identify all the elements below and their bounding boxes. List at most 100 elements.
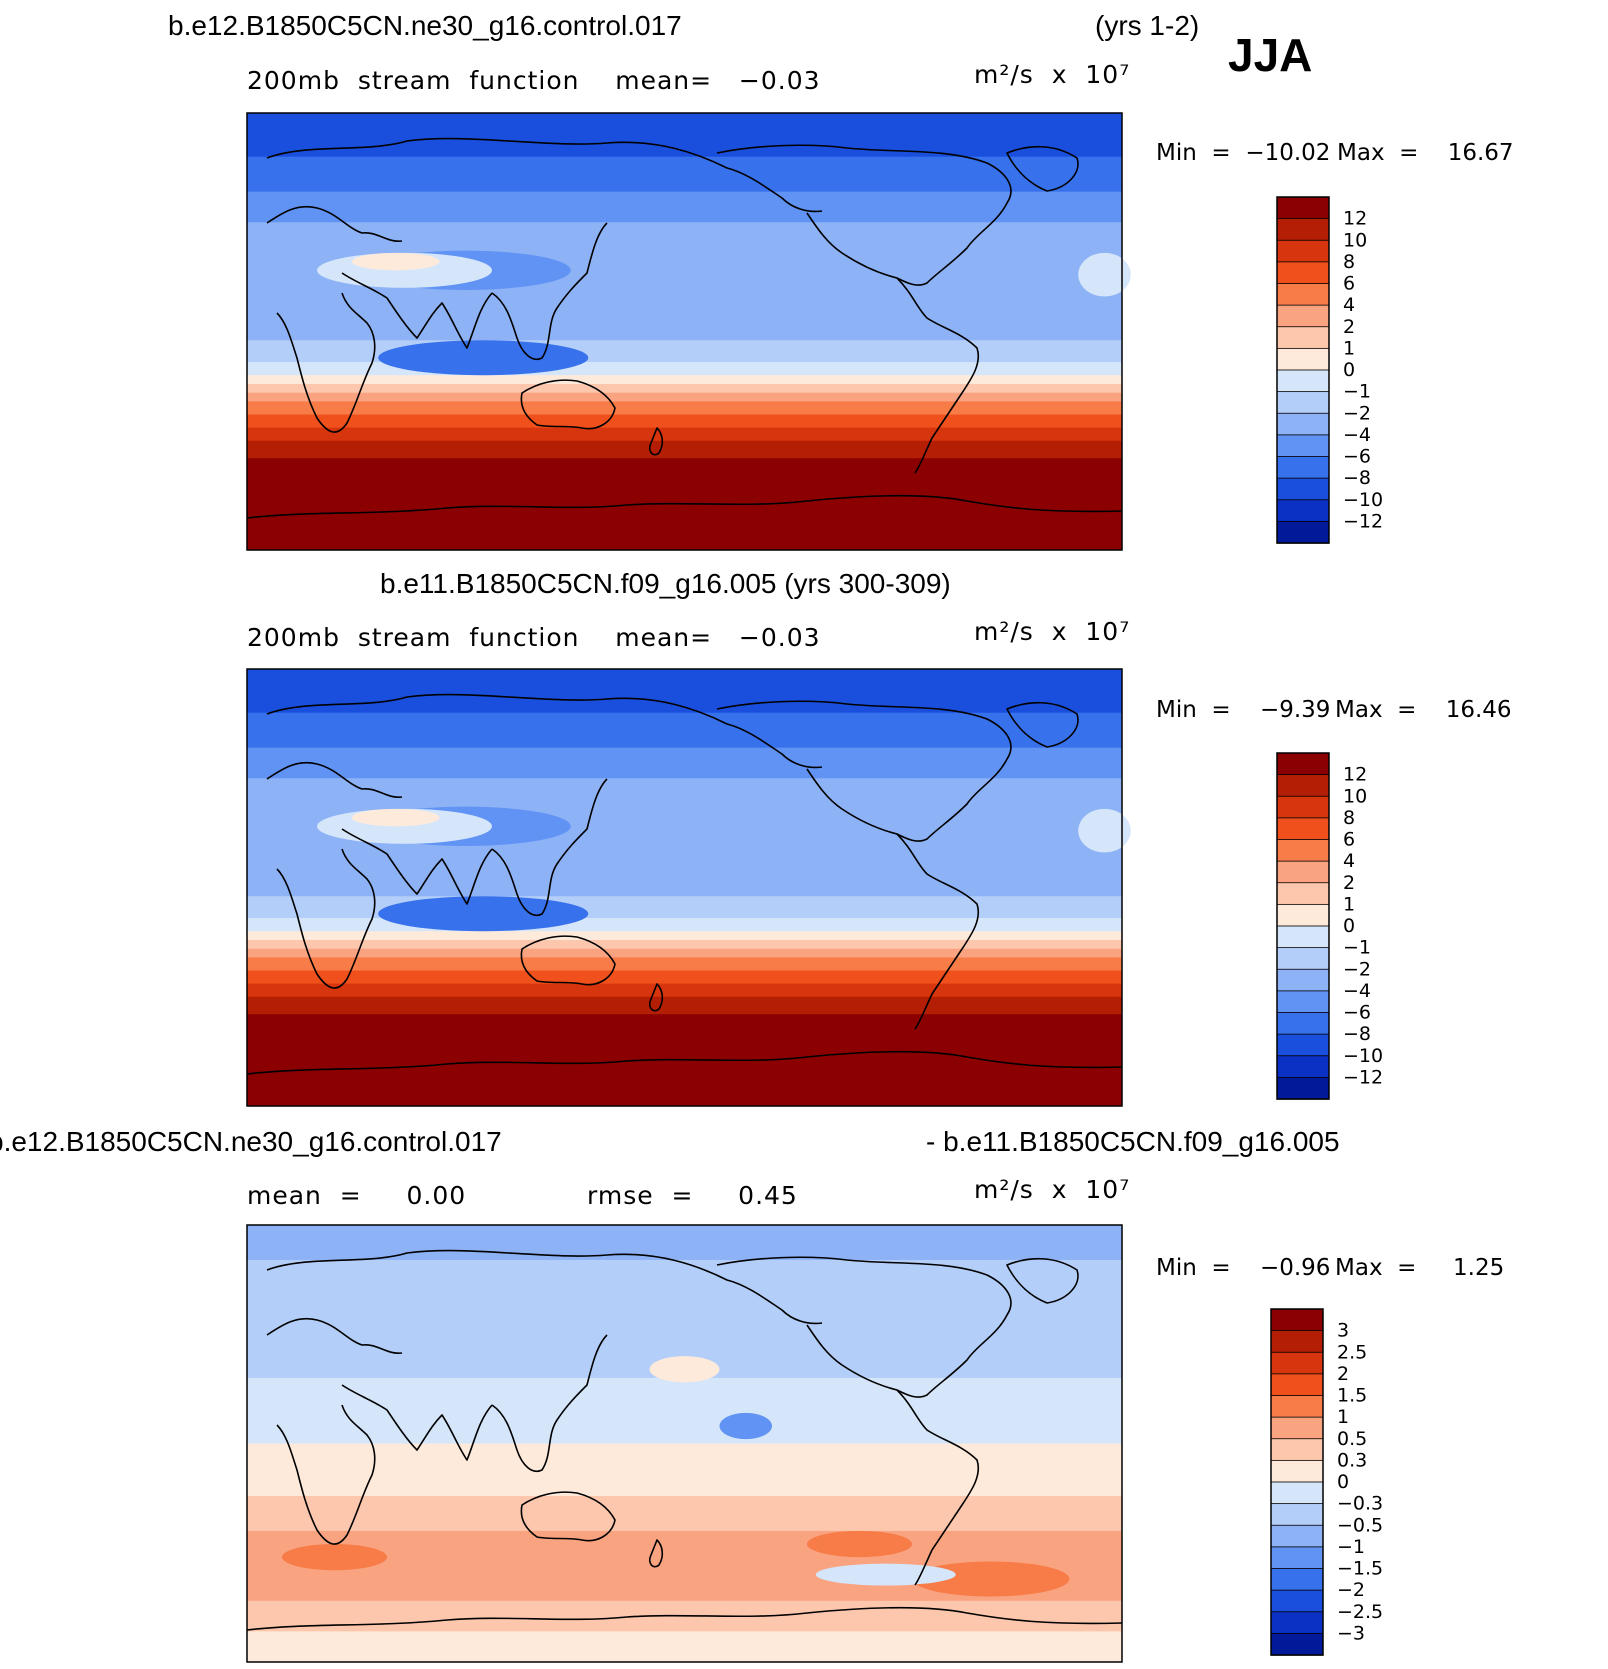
panel2-title: b.e11.B1850C5CN.f09_g16.005 (yrs 300-309… xyxy=(380,568,951,599)
colorbar-swatch xyxy=(1276,434,1330,458)
colorbar-tick-label: 10 xyxy=(1343,785,1367,807)
colorbar-swatch xyxy=(1276,1055,1330,1079)
colorbar-swatch xyxy=(1276,283,1330,306)
contour-band xyxy=(247,1225,1122,1261)
contour-band xyxy=(247,362,1122,376)
colorbar-tick-label: 1 xyxy=(1343,337,1355,359)
map-panel-2 xyxy=(246,668,1131,1107)
colorbar-swatch xyxy=(1270,1416,1324,1440)
colorbar-tick-label: −12 xyxy=(1343,1066,1383,1088)
colorbar-swatch xyxy=(1276,1033,1330,1057)
colorbar-tick-label: −1 xyxy=(1343,937,1371,959)
colorbar-tick-label: 0.3 xyxy=(1337,1449,1367,1471)
colorbar-tick-label: 2 xyxy=(1343,872,1355,894)
contour-blob xyxy=(1078,808,1131,853)
contour-band xyxy=(247,957,1122,972)
contour-band xyxy=(247,427,1122,442)
colorbar-swatch xyxy=(1276,304,1330,328)
colorbar-swatch xyxy=(1276,752,1330,776)
map-panel-1 xyxy=(246,112,1131,551)
colorbar-swatch xyxy=(1270,1395,1324,1418)
colorbar-tick-label: −1 xyxy=(1337,1536,1365,1558)
colorbar-tick-label: 2 xyxy=(1343,316,1355,338)
colorbar-swatch xyxy=(1270,1351,1324,1375)
colorbar-tick-label: 12 xyxy=(1343,764,1367,786)
colorbar-swatch xyxy=(1270,1589,1324,1613)
colorbar-swatch xyxy=(1270,1524,1324,1548)
contour-blob xyxy=(352,252,440,271)
contour-band xyxy=(247,375,1122,385)
colorbar-tick-label: −2 xyxy=(1343,402,1371,424)
panel3-min: Min = −0.96 xyxy=(1156,1255,1331,1281)
colorbar-swatch xyxy=(1276,499,1330,523)
colorbar-frame xyxy=(1270,1308,1324,1656)
colorbar-tick-label: 1.5 xyxy=(1337,1385,1367,1407)
contour-band xyxy=(247,970,1122,985)
colorbar-swatch xyxy=(1276,239,1330,263)
panel2-units: m²/s x 10⁷ xyxy=(974,617,1131,646)
contour-band xyxy=(247,983,1122,998)
colorbar-swatch xyxy=(1276,1076,1330,1100)
colorbar-tick-label: 0.5 xyxy=(1337,1428,1367,1450)
colorbar-swatch xyxy=(1276,261,1330,285)
contour-blob xyxy=(378,340,589,376)
contour-band xyxy=(247,996,1122,1015)
colorbar-swatch xyxy=(1276,839,1330,862)
colorbar-tick-label: 8 xyxy=(1343,251,1355,273)
colorbar-tick-label: 4 xyxy=(1343,294,1355,316)
colorbar-swatch xyxy=(1270,1568,1324,1591)
contour-band xyxy=(247,191,1122,223)
colorbar-tick-label: −6 xyxy=(1343,446,1371,468)
colorbar-tick-label: 8 xyxy=(1343,807,1355,829)
colorbar-tick-label: 0 xyxy=(1343,915,1355,937)
colorbar-tick-label: 0 xyxy=(1343,359,1355,381)
contour-band xyxy=(247,113,1122,158)
colorbar-swatch xyxy=(1276,947,1330,970)
contour-band xyxy=(247,392,1122,402)
colorbar-swatch xyxy=(1276,882,1330,906)
colorbar-tick-label: 4 xyxy=(1343,850,1355,872)
colorbar-frame xyxy=(1276,752,1330,1100)
colorbar-swatch xyxy=(1270,1373,1324,1397)
colorbar-swatch xyxy=(1276,369,1330,393)
colorbar-swatch xyxy=(1270,1308,1324,1332)
colorbar-swatch xyxy=(1270,1611,1324,1635)
colorbar-tick-label: 0 xyxy=(1337,1471,1349,1493)
colorbar-tick-label: −8 xyxy=(1343,467,1371,489)
colorbar-swatch xyxy=(1276,412,1330,436)
colorbar-tick-label: 1 xyxy=(1343,893,1355,915)
colorbar-tick-label: −12 xyxy=(1343,510,1383,532)
contour-band xyxy=(247,414,1122,429)
map-frame xyxy=(246,1224,1123,1663)
panel3-max: Max = 1.25 xyxy=(1335,1255,1505,1281)
contour-band xyxy=(247,1443,1122,1497)
panel1-left-label: 200mb stream function mean= −0.03 xyxy=(247,66,821,95)
panel2-left-label: 200mb stream function mean= −0.03 xyxy=(247,623,821,652)
case1-title: b.e12.B1850C5CN.ne30_g16.control.017 xyxy=(168,10,682,41)
contour-blob xyxy=(282,1273,387,1300)
colorbar-tick-label: −0.5 xyxy=(1337,1514,1383,1536)
colorbar-tick-label: −2 xyxy=(1343,958,1371,980)
colorbar-swatch xyxy=(1276,774,1330,797)
colorbar-tick-label: −2 xyxy=(1337,1579,1365,1601)
contour-band xyxy=(247,1495,1122,1532)
contour-blob xyxy=(1078,252,1131,297)
colorbar-swatch xyxy=(1276,196,1330,220)
colorbar-swatch xyxy=(1276,860,1330,884)
colorbar-swatch xyxy=(1276,903,1330,927)
colorbar-swatch xyxy=(1270,1481,1324,1505)
colorbar-tick-label: 2.5 xyxy=(1337,1341,1367,1363)
contour-blob xyxy=(815,1563,956,1586)
colorbar-tick-label: −2.5 xyxy=(1337,1601,1383,1623)
panel2-min: Min = −9.39 xyxy=(1156,697,1331,723)
colorbar-tick-label: −8 xyxy=(1343,1023,1371,1045)
colorbar-swatch xyxy=(1276,968,1330,992)
colorbar-swatch xyxy=(1276,1012,1330,1035)
map-frame xyxy=(246,668,1123,1107)
colorbar-swatch xyxy=(1270,1546,1324,1570)
contour-blob xyxy=(282,1544,387,1571)
contour-band xyxy=(247,669,1122,714)
